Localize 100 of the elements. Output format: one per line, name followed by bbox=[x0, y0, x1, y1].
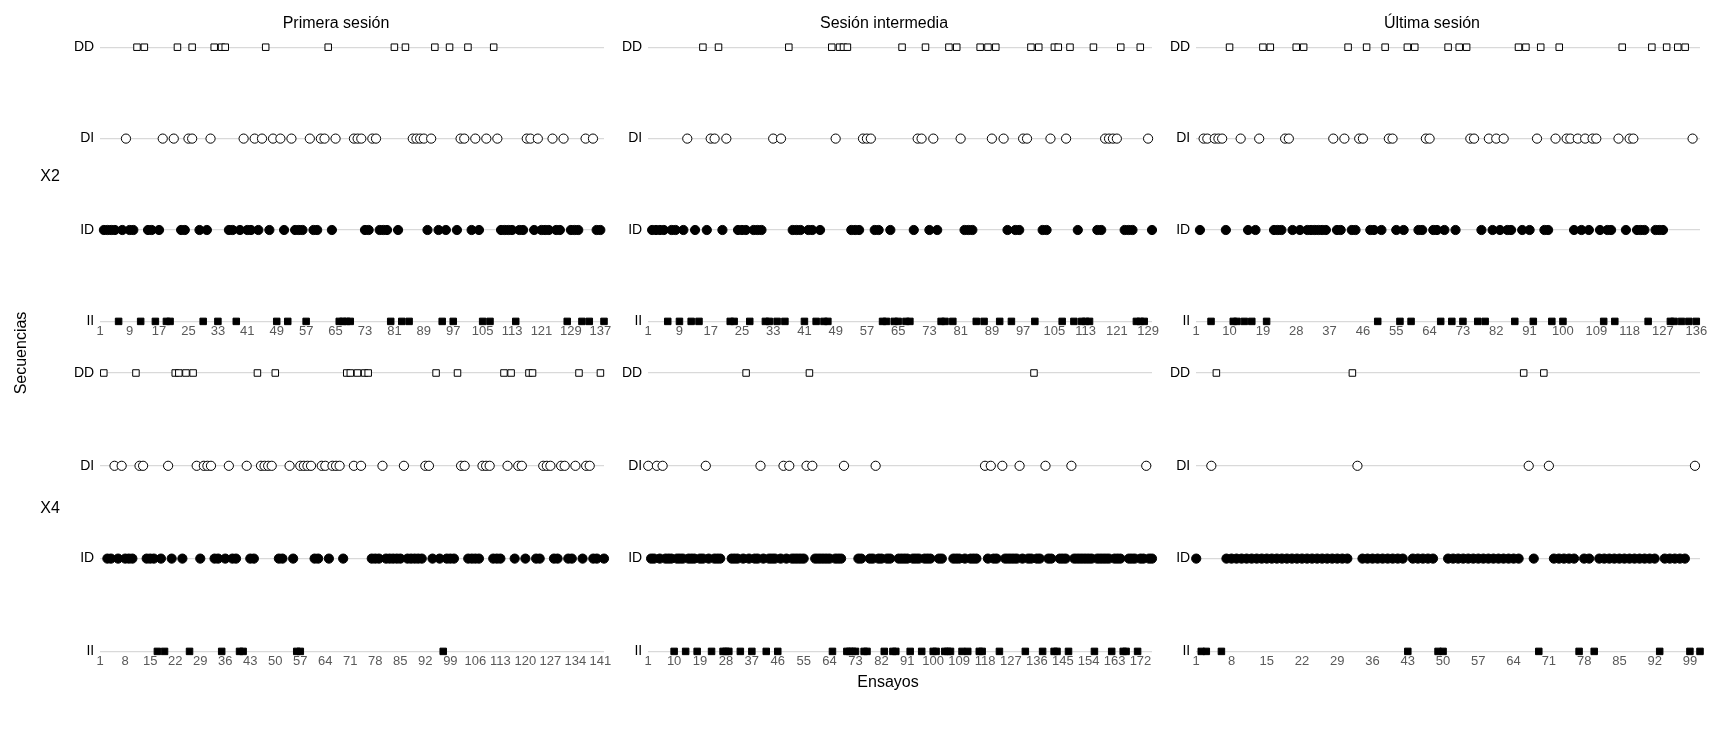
y-tick-label: DD bbox=[1169, 38, 1191, 55]
x-tick-label: 10 bbox=[1222, 322, 1237, 338]
y-tick-label: DI bbox=[80, 129, 95, 146]
x-tick-label: 10 bbox=[666, 652, 682, 668]
x-tick-label: 73 bbox=[848, 652, 863, 668]
y-tick-label: II bbox=[634, 642, 643, 659]
x-tick-label: 121 bbox=[530, 322, 553, 338]
x-tick-label: 85 bbox=[393, 652, 408, 668]
x-tick-label: 64 bbox=[1506, 652, 1521, 668]
x-tick-label: 137 bbox=[589, 322, 612, 338]
x-tick-label: 145 bbox=[1051, 652, 1074, 668]
x-tick-label: 57 bbox=[293, 652, 308, 668]
x-tick-label: 141 bbox=[589, 652, 612, 668]
text: Sesión intermedia bbox=[819, 14, 949, 32]
x-tick-label: 129 bbox=[560, 322, 582, 338]
x-tick-label: 36 bbox=[1365, 652, 1380, 668]
x-tick-label: 37 bbox=[744, 652, 760, 668]
x-tick-label: 118 bbox=[1619, 322, 1640, 338]
x-tick-label: 136 bbox=[1026, 652, 1048, 668]
y-tick-label: ID bbox=[1176, 220, 1191, 237]
x-tick-label: 25 bbox=[181, 322, 196, 338]
x-tick-label: 19 bbox=[1255, 322, 1271, 338]
y-tick-label: DD bbox=[73, 363, 95, 380]
x-tick-label: 89 bbox=[416, 322, 432, 338]
x-tick-label: 92 bbox=[1647, 652, 1662, 668]
x-tick-label: 99 bbox=[443, 652, 458, 668]
y-tick-label: DD bbox=[621, 38, 643, 55]
x-tick-label: 15 bbox=[1259, 652, 1274, 668]
x-tick-label: 49 bbox=[269, 322, 284, 338]
y-tick-label: ID bbox=[80, 549, 95, 566]
x-tick-label: 91 bbox=[900, 652, 915, 668]
x-tick-label: 19 bbox=[692, 652, 708, 668]
y-tick-label: DI bbox=[628, 456, 643, 473]
x-tick-label: 85 bbox=[1612, 652, 1627, 668]
x-tick-label: 50 bbox=[268, 652, 283, 668]
x-tick-label: 1 bbox=[644, 322, 652, 338]
y-tick-label: DD bbox=[73, 38, 95, 55]
x-tick-label: 1 bbox=[96, 322, 104, 338]
x-tick-label: 8 bbox=[1227, 652, 1236, 668]
x-tick-label: 57 bbox=[859, 322, 875, 338]
y-tick-label: DD bbox=[621, 363, 643, 380]
x-tick-label: 109 bbox=[948, 652, 970, 668]
x-tick-label: 1 bbox=[96, 652, 104, 668]
y-tick-label: ID bbox=[628, 220, 643, 237]
x-tick-label: 46 bbox=[770, 652, 785, 668]
x-tick-label: 154 bbox=[1077, 652, 1100, 668]
x-tick-label: 127 bbox=[1000, 652, 1022, 668]
y-tick-label: DI bbox=[628, 129, 643, 146]
y-tick-label: ID bbox=[1176, 549, 1191, 566]
x-tick-label: 113 bbox=[1075, 322, 1096, 338]
x-tick-label: 65 bbox=[328, 322, 343, 338]
text: Primera sesión bbox=[282, 14, 390, 32]
x-tick-label: 105 bbox=[471, 322, 494, 338]
y-tick-label: DI bbox=[1176, 456, 1191, 473]
x-tick-label: 37 bbox=[1322, 322, 1337, 338]
x-tick-label: 99 bbox=[1682, 652, 1698, 668]
x-tick-label: 73 bbox=[922, 322, 937, 338]
x-tick-label: 1 bbox=[1192, 322, 1200, 338]
y-axis-title: X4 bbox=[39, 499, 61, 517]
y-tick-label: II bbox=[1182, 642, 1191, 659]
x-tick-label: 81 bbox=[387, 322, 402, 338]
y-tick-label: ID bbox=[628, 549, 643, 566]
x-axis-title: Ensayos bbox=[856, 673, 920, 692]
x-tick-label: 78 bbox=[1576, 652, 1592, 668]
x-tick-label: 81 bbox=[953, 322, 968, 338]
x-tick-label: 1 bbox=[1192, 652, 1200, 668]
x-tick-label: 136 bbox=[1685, 322, 1708, 338]
y-tick-label: DD bbox=[1169, 363, 1191, 380]
x-tick-label: 91 bbox=[1522, 322, 1537, 338]
x-tick-label: 109 bbox=[1585, 322, 1608, 338]
x-tick-label: 57 bbox=[298, 322, 314, 338]
x-tick-label: 55 bbox=[796, 652, 811, 668]
y-tick-label: II bbox=[1182, 312, 1191, 329]
x-tick-label: 28 bbox=[718, 652, 734, 668]
x-tick-label: 17 bbox=[703, 322, 718, 338]
x-tick-label: 41 bbox=[240, 322, 255, 338]
x-tick-label: 55 bbox=[1389, 322, 1404, 338]
x-tick-label: 100 bbox=[1552, 322, 1574, 338]
x-tick-label: 92 bbox=[418, 652, 433, 668]
x-tick-label: 29 bbox=[1330, 652, 1345, 668]
x-tick-label: 29 bbox=[193, 652, 208, 668]
x-tick-label: 71 bbox=[343, 652, 358, 668]
x-tick-label: 73 bbox=[1455, 322, 1471, 338]
x-tick-label: 64 bbox=[822, 652, 837, 668]
x-tick-label: 97 bbox=[446, 322, 461, 338]
x-tick-label: 89 bbox=[984, 322, 1000, 338]
x-tick-label: 41 bbox=[797, 322, 812, 338]
x-tick-label: 78 bbox=[368, 652, 383, 668]
x-tick-label: 46 bbox=[1355, 322, 1371, 338]
x-tick-label: 118 bbox=[974, 652, 996, 668]
x-tick-label: 82 bbox=[1489, 322, 1504, 338]
x-tick-label: 134 bbox=[564, 652, 587, 668]
x-tick-label: 113 bbox=[501, 322, 523, 338]
x-tick-label: 22 bbox=[168, 652, 183, 668]
x-tick-label: 17 bbox=[151, 322, 167, 338]
x-tick-label: 127 bbox=[539, 652, 562, 668]
x-tick-label: 36 bbox=[218, 652, 233, 668]
x-tick-label: 64 bbox=[1422, 322, 1437, 338]
x-tick-label: 28 bbox=[1289, 322, 1304, 338]
x-tick-label: 100 bbox=[922, 652, 945, 668]
